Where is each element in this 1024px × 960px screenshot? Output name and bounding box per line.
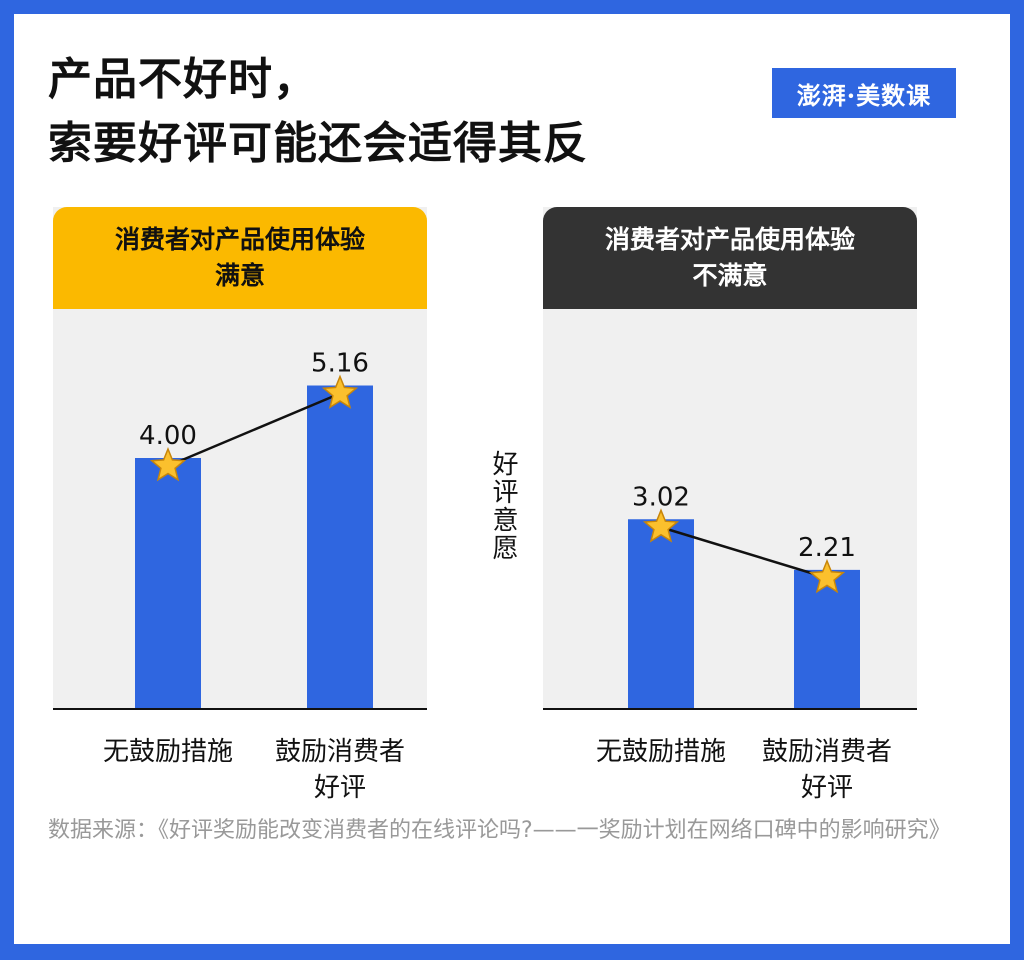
star-marker: [642, 508, 680, 543]
category-label-line: 好评: [313, 773, 367, 803]
chart-panel-satisfied: 消费者对产品使用体验 满意 4.00 5.16: [53, 207, 427, 710]
chart-panel-unsatisfied: 消费者对产品使用体验 不满意 3.02 2.21: [543, 207, 917, 710]
panel-header-unsatisfied: 消费者对产品使用体验 不满意: [543, 207, 917, 309]
category-label-line: 无鼓励措施: [102, 737, 234, 767]
title-line-2: 索要好评可能还会适得其反: [48, 118, 588, 169]
bar-chart-unsatisfied: 3.02 2.21: [628, 482, 860, 708]
category-label-line: 鼓励消费者: [761, 737, 893, 767]
star-marker: [808, 558, 846, 594]
brand-logo: 澎湃·美数课: [772, 68, 956, 118]
bar: [628, 519, 694, 708]
y-axis-label: 好评意愿: [488, 450, 518, 562]
data-label: 3.02: [632, 482, 690, 512]
page-title: 产品不好时， 索要好评可能还会适得其反: [48, 48, 588, 176]
star-marker: [149, 446, 187, 482]
data-label: 4.00: [139, 421, 197, 451]
data-source: 数据来源：《好评奖励能改变消费者的在线评论吗?——一奖励计划在网络口碑中的影响研…: [48, 818, 951, 843]
bar: [307, 385, 373, 708]
panel-title-line: 满意: [214, 261, 265, 290]
bar: [794, 569, 860, 708]
x-axis-baseline: [53, 708, 427, 710]
data-label: 2.21: [798, 533, 856, 563]
panel-title-line: 消费者对产品使用体验: [604, 225, 855, 254]
category-label-line: 好评: [800, 773, 854, 803]
trend-line: [660, 526, 828, 580]
panel-header-satisfied: 消费者对产品使用体验 满意: [53, 207, 427, 309]
bar: [135, 458, 201, 708]
bar-chart-satisfied: 4.00 5.16: [135, 349, 373, 708]
category-label-line: 无鼓励措施: [595, 737, 727, 767]
x-axis-baseline: [543, 708, 917, 710]
star-marker: [321, 374, 359, 409]
data-label: 5.16: [311, 349, 369, 379]
category-label-line: 鼓励消费者: [274, 737, 406, 767]
trend-line: [167, 392, 341, 468]
title-line-1: 产品不好时，: [48, 54, 318, 105]
panel-title-line: 不满意: [692, 261, 768, 290]
panel-title-line: 消费者对产品使用体验: [114, 225, 365, 254]
